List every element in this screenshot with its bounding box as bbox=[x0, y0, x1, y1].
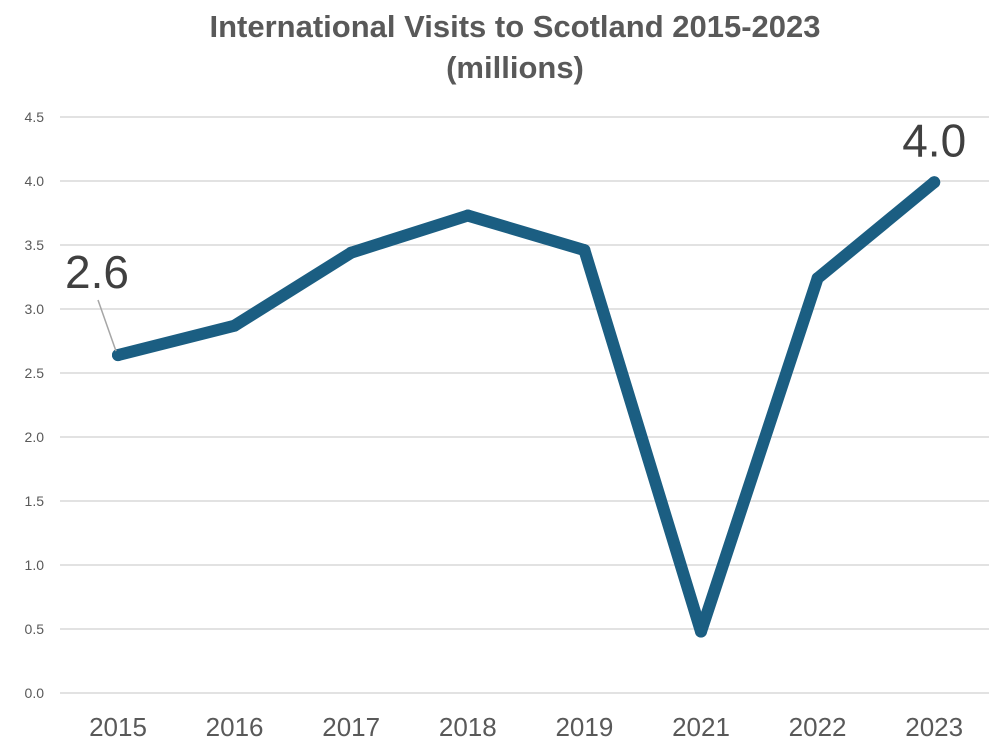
y-tick-label: 1.5 bbox=[25, 493, 45, 509]
chart-title-main: International Visits to Scotland 2015-20… bbox=[209, 9, 821, 44]
y-tick-label: 0.5 bbox=[25, 621, 45, 637]
data-point bbox=[228, 319, 241, 332]
data-point bbox=[811, 272, 824, 285]
chart-title-sub: (millions) bbox=[446, 50, 584, 85]
y-tick-label: 4.0 bbox=[25, 173, 45, 189]
x-tick-label: 2019 bbox=[555, 712, 613, 740]
x-tick-label: 2015 bbox=[89, 712, 147, 740]
y-tick-label: 3.0 bbox=[25, 301, 45, 317]
data-point bbox=[578, 244, 591, 257]
gridlines bbox=[60, 116, 989, 694]
data-labels: 2.6 4.0 bbox=[65, 114, 966, 352]
y-tick-label: 2.5 bbox=[25, 365, 45, 381]
y-tick-label: 0.0 bbox=[25, 685, 45, 701]
data-point bbox=[695, 625, 707, 638]
x-tick-label: 2021 bbox=[672, 712, 730, 740]
y-tick-label: 1.0 bbox=[25, 557, 45, 573]
y-axis-ticks: 0.0 0.5 1.0 1.5 2.0 2.5 3.0 3.5 4.0 4.5 bbox=[25, 109, 45, 701]
data-point bbox=[928, 176, 941, 189]
data-point bbox=[461, 209, 474, 222]
series-layer bbox=[112, 176, 941, 638]
chart-title: International Visits to Scotland 2015-20… bbox=[0, 6, 989, 88]
y-tick-label: 4.5 bbox=[25, 109, 45, 125]
data-label-leader bbox=[97, 299, 117, 352]
x-axis-ticks: 2015 2016 2017 2018 2019 2021 2022 2023 bbox=[89, 712, 963, 740]
data-label: 4.0 bbox=[902, 114, 966, 166]
x-tick-label: 2022 bbox=[789, 712, 847, 740]
x-tick-label: 2017 bbox=[322, 712, 380, 740]
data-point bbox=[345, 246, 358, 259]
data-label: 2.6 bbox=[65, 246, 129, 298]
y-tick-label: 3.5 bbox=[25, 237, 45, 253]
x-tick-label: 2018 bbox=[439, 712, 497, 740]
y-tick-label: 2.0 bbox=[25, 429, 45, 445]
data-point bbox=[112, 349, 124, 362]
x-tick-label: 2016 bbox=[206, 712, 264, 740]
series-line bbox=[112, 176, 941, 638]
x-tick-label: 2023 bbox=[905, 712, 963, 740]
